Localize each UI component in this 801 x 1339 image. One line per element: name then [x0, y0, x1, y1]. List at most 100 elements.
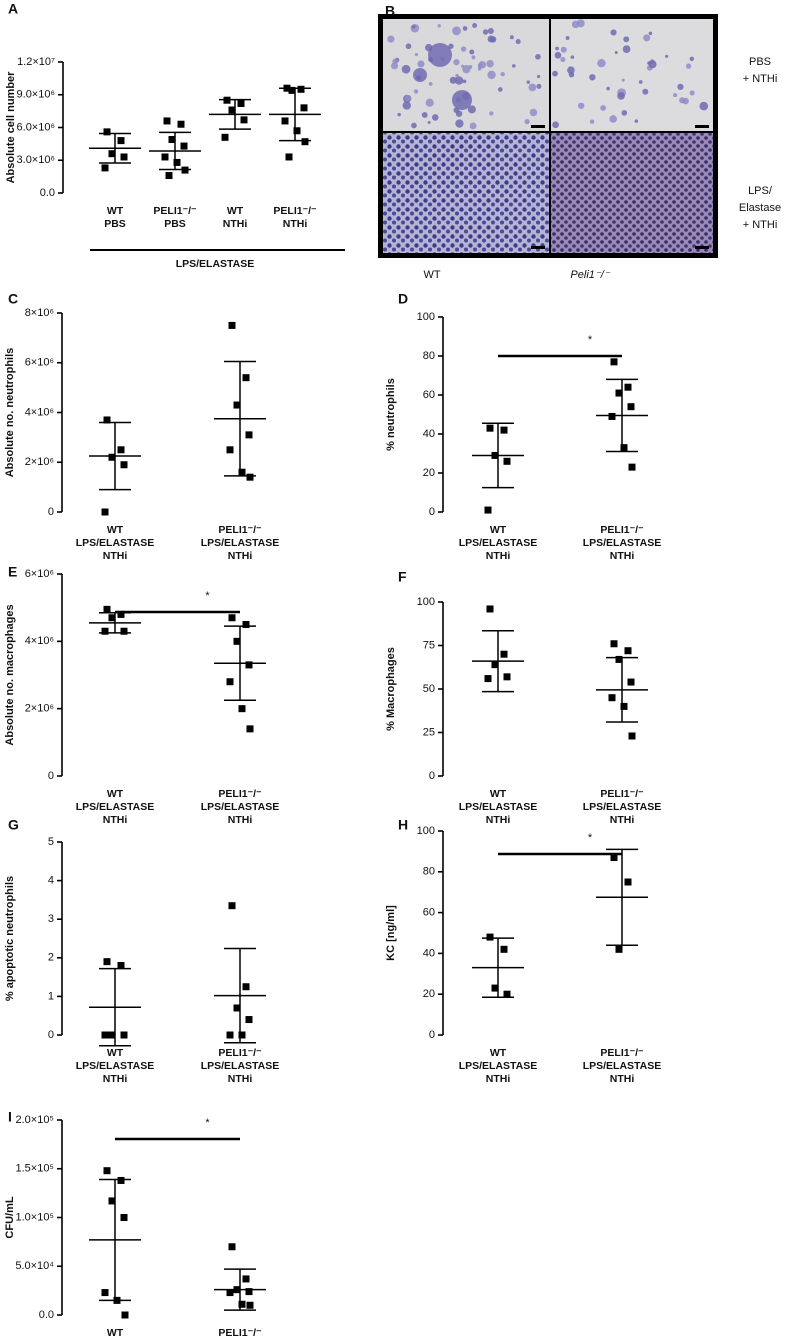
data-point	[242, 374, 250, 382]
cell-cluster	[428, 43, 452, 67]
x-tick-label: NTHi	[486, 1073, 511, 1085]
cell	[560, 46, 567, 53]
x-tick-label: NTHi	[228, 814, 253, 826]
x-tick-label: LPS/ELASTASE	[583, 1060, 662, 1072]
y-axis-label: Absolute no. macrophages	[4, 604, 16, 745]
y-tick-label: 1.5×10⁵	[15, 1163, 54, 1175]
significance-label: *	[205, 590, 210, 602]
micrograph	[551, 19, 713, 131]
cell	[413, 89, 419, 94]
significance-label: *	[588, 832, 593, 844]
data-point	[101, 164, 109, 172]
cell	[589, 119, 595, 124]
data-point	[103, 958, 111, 966]
y-tick-label: 3	[48, 913, 54, 925]
data-point	[610, 358, 618, 366]
y-tick-label: 2×10⁶	[25, 456, 54, 468]
data-point	[246, 725, 254, 733]
data-point	[168, 136, 176, 144]
y-tick-label: 50	[423, 683, 435, 695]
y-tick-label: 60	[423, 907, 435, 919]
y-tick-label: 100	[417, 596, 435, 608]
y-tick-label: 2.0×10⁵	[15, 1114, 54, 1126]
data-point	[120, 1031, 128, 1039]
y-tick-label: 6×10⁶	[25, 357, 54, 369]
y-axis-label: % Macrophages	[385, 647, 397, 731]
x-tick-label: NTHi	[223, 218, 248, 230]
cell	[478, 61, 487, 69]
cell	[417, 60, 425, 68]
data-point	[246, 1301, 254, 1309]
data-point	[615, 945, 623, 953]
cell	[610, 29, 617, 36]
x-tick-label: PELI1⁻/⁻	[600, 524, 644, 536]
cell	[565, 36, 570, 40]
cell	[552, 121, 559, 129]
data-point	[121, 1311, 129, 1319]
x-tick-label: LPS/ELASTASE	[201, 1060, 280, 1072]
cell	[597, 58, 606, 68]
x-tick-label: WT	[227, 205, 244, 217]
data-point	[226, 1289, 234, 1297]
cell	[411, 25, 416, 29]
y-tick-label: 5	[48, 836, 54, 848]
y-tick-label: 4×10⁶	[25, 635, 54, 647]
cell	[489, 111, 494, 116]
x-tick-label: NTHi	[228, 1073, 253, 1085]
cell	[528, 83, 537, 92]
data-point	[297, 85, 305, 93]
data-point	[503, 990, 511, 998]
cell	[648, 60, 657, 69]
data-point	[620, 444, 628, 452]
y-tick-label: 80	[423, 350, 435, 362]
data-point	[245, 661, 253, 669]
cell	[685, 63, 692, 69]
y-tick-label: 4×10⁶	[25, 406, 54, 418]
data-point	[610, 640, 618, 648]
data-point	[108, 150, 116, 158]
cell-cluster	[413, 68, 427, 82]
data-point	[288, 86, 296, 94]
cell	[401, 64, 411, 74]
panel-letter: G	[8, 817, 19, 833]
x-tick-label: WT	[107, 1047, 124, 1059]
micrograph	[383, 19, 549, 131]
cell	[487, 27, 494, 34]
panel-letter: E	[8, 564, 17, 580]
data-point	[120, 627, 128, 635]
data-point	[177, 120, 185, 128]
data-point	[615, 655, 623, 663]
data-point	[608, 412, 616, 420]
data-point	[108, 614, 116, 622]
cell	[397, 112, 401, 117]
cell	[689, 56, 695, 62]
data-point	[491, 661, 499, 669]
data-point	[238, 468, 246, 476]
y-tick-label: 0	[429, 770, 435, 782]
data-point	[484, 506, 492, 514]
cell	[425, 98, 434, 107]
data-point	[221, 133, 229, 141]
data-point	[108, 1197, 116, 1205]
x-tick-label: NTHi	[103, 550, 128, 562]
data-point	[242, 1275, 250, 1283]
y-tick-label: 40	[423, 428, 435, 440]
data-point	[628, 732, 636, 740]
significance-label: *	[205, 1117, 210, 1129]
cell	[448, 43, 454, 49]
data-point	[242, 983, 250, 991]
x-tick-label: NTHi	[228, 550, 253, 562]
cell	[623, 36, 630, 43]
cells	[387, 19, 709, 130]
data-point	[500, 650, 508, 658]
x-tick-label: LPS/ELASTASE	[76, 537, 155, 549]
x-tick-label: PBS	[104, 218, 126, 230]
cell	[621, 110, 628, 116]
cell	[643, 34, 651, 42]
data-point	[301, 138, 309, 146]
cell	[497, 87, 503, 92]
x-tick-label: LPS/ELASTASE	[201, 537, 280, 549]
data-point	[503, 457, 511, 465]
cell	[404, 95, 412, 102]
data-point	[228, 902, 236, 910]
